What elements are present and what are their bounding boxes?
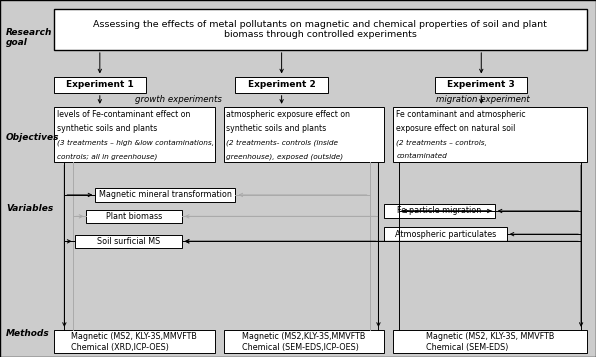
Text: growth experiments: growth experiments — [135, 95, 222, 104]
Text: Fe contaminant and atmospheric: Fe contaminant and atmospheric — [396, 110, 526, 119]
Text: (2 treatments – controls,: (2 treatments – controls, — [396, 139, 488, 146]
FancyBboxPatch shape — [224, 107, 384, 162]
Text: Objectives: Objectives — [6, 133, 60, 142]
Text: greenhouse), exposed (outside): greenhouse), exposed (outside) — [226, 153, 344, 160]
Text: Fe-particle migration: Fe-particle migration — [398, 206, 482, 216]
Text: Plant biomass: Plant biomass — [106, 212, 162, 221]
Text: Magnetic (MS2, KLY-3S,MMVFTB
Chemical (XRD,ICP-OES): Magnetic (MS2, KLY-3S,MMVFTB Chemical (X… — [71, 332, 197, 352]
Text: Experiment 1: Experiment 1 — [66, 80, 134, 89]
FancyBboxPatch shape — [54, 77, 146, 93]
FancyBboxPatch shape — [384, 204, 495, 218]
FancyBboxPatch shape — [95, 188, 235, 202]
Text: synthetic soils and plants: synthetic soils and plants — [226, 124, 327, 133]
Text: Atmospheric particulates: Atmospheric particulates — [395, 230, 496, 239]
Text: migration experiment: migration experiment — [436, 95, 530, 104]
FancyBboxPatch shape — [54, 330, 215, 353]
Text: (3 treatments – high &low contaminations,: (3 treatments – high &low contaminations… — [57, 139, 214, 146]
Text: Variables: Variables — [6, 204, 53, 213]
Text: Magnetic (MS2,KLY-3S,MMVFTB
Chemical (SEM-EDS,ICP-OES): Magnetic (MS2,KLY-3S,MMVFTB Chemical (SE… — [242, 332, 366, 352]
Text: synthetic soils and plants: synthetic soils and plants — [57, 124, 157, 133]
FancyBboxPatch shape — [74, 235, 182, 248]
Text: exposure effect on natural soil: exposure effect on natural soil — [396, 124, 516, 133]
Text: Magnetic (MS2, KLY-3S, MMVFTB
Chemical (SEM-EDS): Magnetic (MS2, KLY-3S, MMVFTB Chemical (… — [426, 332, 554, 352]
FancyBboxPatch shape — [384, 227, 507, 241]
Text: controls; all in greenhouse): controls; all in greenhouse) — [57, 153, 157, 160]
Text: contaminated: contaminated — [396, 153, 447, 159]
Text: levels of Fe-contaminant effect on: levels of Fe-contaminant effect on — [57, 110, 190, 119]
FancyBboxPatch shape — [393, 107, 587, 162]
Text: Experiment 2: Experiment 2 — [248, 80, 315, 89]
Text: Soil surficial MS: Soil surficial MS — [97, 237, 160, 246]
FancyBboxPatch shape — [393, 330, 587, 353]
Text: Methods: Methods — [6, 329, 49, 338]
FancyBboxPatch shape — [224, 330, 384, 353]
FancyBboxPatch shape — [54, 9, 587, 50]
FancyBboxPatch shape — [435, 77, 527, 93]
Text: Experiment 3: Experiment 3 — [448, 80, 515, 89]
FancyBboxPatch shape — [235, 77, 328, 93]
FancyBboxPatch shape — [86, 210, 182, 223]
FancyBboxPatch shape — [54, 107, 215, 162]
Text: Magnetic mineral transformation: Magnetic mineral transformation — [99, 190, 232, 200]
Text: Assessing the effects of metal pollutants on magnetic and chemical properties of: Assessing the effects of metal pollutant… — [94, 20, 547, 39]
Text: atmospheric exposure effect on: atmospheric exposure effect on — [226, 110, 350, 119]
Text: (2 treatments- controls (inside: (2 treatments- controls (inside — [226, 139, 339, 146]
Text: Research
goal: Research goal — [6, 28, 52, 47]
